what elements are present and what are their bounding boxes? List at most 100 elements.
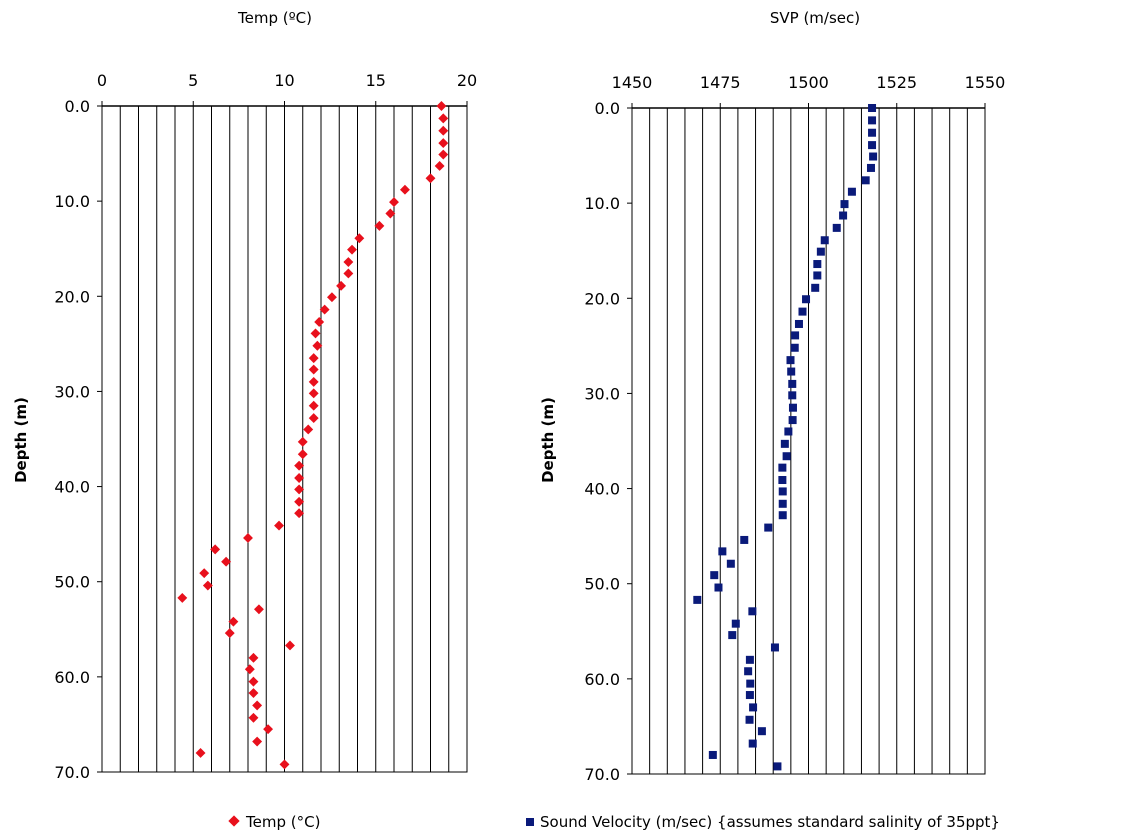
temp-y-tick-label: 40.0: [54, 478, 90, 497]
temp-y-tick-label: 70.0: [54, 763, 90, 782]
temp-data-point: [294, 460, 305, 471]
temp-data-point: [210, 544, 221, 555]
svp-data-point: [731, 619, 740, 628]
temp-data-point: [274, 520, 284, 531]
temp-data-point: [434, 160, 445, 171]
svp-data-point: [798, 307, 807, 316]
svp-data-point: [861, 176, 870, 185]
temp-data-point: [294, 496, 305, 507]
svp-data-point: [745, 691, 754, 700]
svp-x-tick-label: 1500: [788, 73, 829, 92]
temp-data-point: [224, 628, 235, 639]
temp-data-point: [263, 724, 274, 735]
svp-data-point: [778, 476, 787, 485]
svp-y-tick-label: 20.0: [584, 289, 620, 308]
temp-data-point: [319, 304, 330, 315]
svp-data-point: [869, 152, 878, 161]
svp-data-point: [788, 379, 797, 388]
svp-data-point: [791, 331, 800, 340]
svp-data-point: [748, 739, 757, 748]
temp-data-point: [438, 113, 449, 124]
svp-data-point: [816, 247, 825, 256]
svp-data-point: [728, 631, 737, 640]
temp-y-tick-label: 20.0: [54, 287, 90, 306]
temp-data-point: [297, 449, 308, 460]
svp-data-point: [868, 128, 877, 137]
temp-data-point: [354, 233, 365, 244]
svp-data-point: [726, 559, 735, 568]
temp-data-point: [438, 125, 449, 136]
temp-x-tick-label: 5: [188, 71, 198, 90]
svp-y-tick-label: 60.0: [584, 670, 620, 689]
temp-data-point: [436, 101, 447, 111]
temp-data-point: [243, 532, 253, 543]
svp-data-point: [787, 367, 796, 376]
temp-data-point: [336, 280, 347, 291]
temp-data-point: [303, 424, 314, 435]
temp-data-point: [279, 759, 290, 770]
temp-data-point: [308, 376, 319, 387]
temp-data-point: [343, 268, 354, 279]
temp-data-point: [177, 592, 188, 603]
temp-data-point: [347, 244, 357, 255]
svp-y-tick-label: 10.0: [584, 194, 620, 213]
temp-data-point: [254, 604, 264, 615]
svp-data-point: [847, 187, 856, 196]
svp-x-tick-label: 1475: [700, 73, 741, 92]
temp-x-tick-label: 15: [366, 71, 386, 90]
svp-data-point: [764, 523, 773, 532]
temp-legend: Temp (°C): [228, 813, 320, 831]
svp-data-point: [794, 319, 803, 328]
svp-data-point: [782, 452, 791, 461]
temp-chart-title: Temp (ºC): [237, 9, 312, 27]
svp-data-point: [748, 607, 757, 616]
svp-data-point: [820, 236, 829, 245]
svp-data-point: [746, 679, 755, 688]
temp-data-point: [199, 568, 210, 579]
svp-data-point: [790, 343, 799, 352]
temp-y-tick-label: 10.0: [54, 192, 90, 211]
temp-data-point: [308, 388, 319, 399]
temp-data-point: [312, 340, 323, 351]
svp-legend-marker: [526, 818, 534, 826]
temp-data-point: [248, 688, 259, 698]
svp-data-point: [784, 427, 793, 436]
svp-data-point: [693, 595, 702, 604]
svp-data-point: [868, 116, 877, 125]
svp-data-point: [868, 104, 877, 112]
temp-data-point: [385, 208, 396, 219]
temp-y-tick-label: 60.0: [54, 668, 90, 687]
svp-data-point: [866, 163, 875, 172]
svp-data-point: [745, 715, 754, 724]
svp-plot-area: 1450 1475 1500 1525 1550 0.0 10.0 20.0 30.0 40.0 5…: [584, 73, 1005, 784]
temp-data-point: [389, 197, 399, 208]
svp-y-tick-label: 40.0: [584, 480, 620, 499]
svp-legend-label: Sound Velocity (m/sec) {assumes standard…: [540, 813, 1000, 831]
temp-data-point: [202, 580, 213, 591]
svp-y-tick-label: 50.0: [584, 575, 620, 594]
svp-x-tick-label: 1550: [965, 73, 1006, 92]
svp-legend: Sound Velocity (m/sec) {assumes standard…: [526, 813, 1000, 831]
temp-data-point: [228, 616, 239, 627]
temp-data-point: [195, 748, 206, 758]
temp-data-point: [343, 257, 354, 267]
svp-y-tick-label: 30.0: [584, 384, 620, 403]
svp-data-point: [832, 223, 841, 232]
temp-data-point: [308, 353, 319, 364]
svp-chart-y-axis-label: Depth (m): [539, 397, 557, 483]
temp-data-point: [252, 700, 263, 711]
temp-data-point: [248, 652, 259, 663]
svp-data-point: [778, 499, 787, 508]
temp-data-point: [310, 328, 321, 339]
svp-data-point: [813, 271, 822, 280]
svp-data-point: [714, 583, 723, 592]
svp-data-point: [757, 727, 766, 736]
temp-legend-label: Temp (°C): [245, 813, 320, 831]
temp-data-point: [425, 173, 436, 184]
svp-data-point: [839, 211, 848, 220]
temp-data-point: [294, 473, 305, 483]
temp-chart-y-axis-label: Depth (m): [12, 397, 30, 483]
svp-data-point: [813, 260, 822, 269]
svp-data-point: [749, 703, 758, 712]
